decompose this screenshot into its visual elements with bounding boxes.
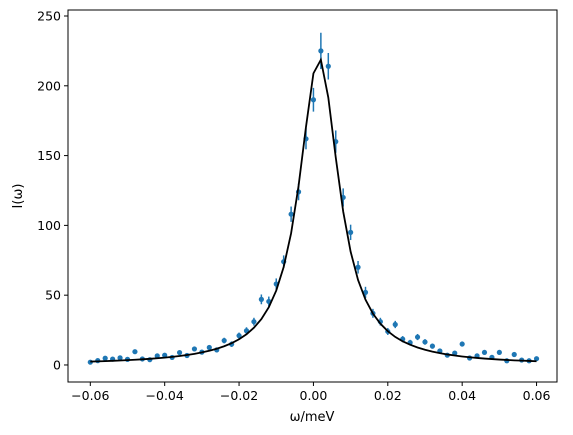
x-tick-label: −0.04: [146, 388, 184, 403]
data-point: [176, 349, 183, 356]
data-point: [496, 349, 502, 356]
data-point: [533, 356, 540, 362]
x-tick-label: 0.02: [374, 388, 402, 403]
data-point: [251, 319, 257, 325]
data-point: [206, 344, 212, 351]
x-tick-label: −0.02: [220, 388, 258, 403]
data-point: [191, 346, 198, 352]
plot-frame: [67, 9, 558, 383]
data-point: [348, 229, 354, 235]
data-point: [236, 333, 242, 339]
data-point: [221, 337, 227, 344]
data-point: [392, 321, 398, 328]
data-point: [414, 334, 421, 340]
y-tick-label: 50: [45, 288, 61, 303]
x-tick-label: 0.04: [448, 388, 476, 403]
y-tick-label: 100: [37, 218, 61, 233]
y-tick-label: 0: [53, 357, 61, 372]
data-point: [318, 48, 324, 54]
data-point: [355, 264, 361, 270]
data-point: [325, 63, 331, 69]
fit-line: [90, 57, 537, 363]
x-axis-label: ω/meV: [290, 410, 335, 425]
data-point: [422, 339, 428, 345]
data-point: [258, 296, 264, 302]
x-tick-label: 0.06: [523, 388, 551, 403]
y-tick-label: 150: [37, 148, 61, 163]
x-tick-label: 0.00: [300, 388, 328, 403]
data-point: [452, 350, 458, 356]
data-point: [154, 353, 160, 359]
data-point: [511, 351, 517, 358]
y-tick-label: 250: [37, 9, 61, 24]
data-point: [117, 355, 123, 361]
data-point: [132, 349, 138, 355]
data-point: [459, 341, 465, 347]
data-point: [429, 343, 436, 349]
data-point: [310, 97, 317, 103]
data-point: [162, 352, 168, 358]
y-axis-label: I(ω): [11, 184, 26, 209]
y-tick-label: 200: [37, 78, 61, 93]
data-point: [481, 349, 488, 356]
x-tick-label: −0.06: [71, 388, 109, 403]
data-point: [288, 211, 294, 217]
data-point: [102, 355, 108, 361]
